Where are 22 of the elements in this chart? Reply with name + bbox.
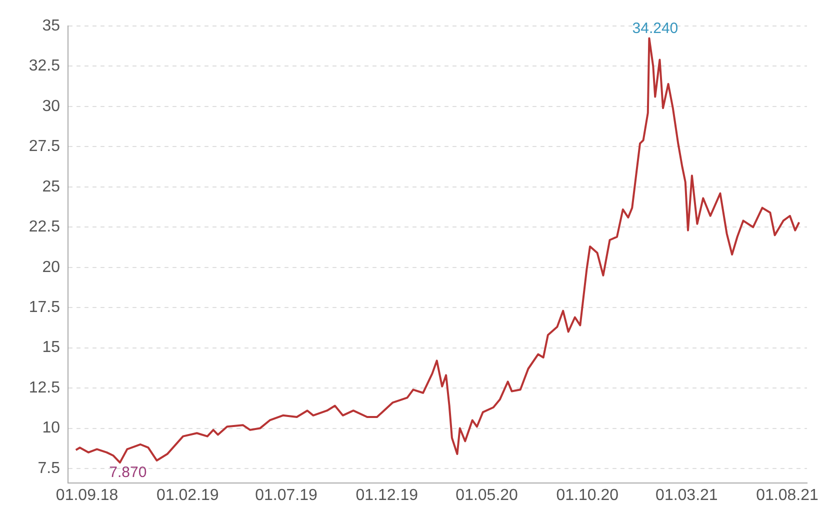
y-tick-label: 35 — [42, 17, 60, 34]
y-tick-label: 25 — [42, 178, 60, 196]
y-tick-label: 12.5 — [28, 379, 60, 396]
y-tick-label: 30 — [42, 98, 60, 115]
x-tick-label: 01.10.20 — [556, 487, 619, 504]
y-tick-label: 17.5 — [28, 299, 60, 316]
y-tick-label: 27.5 — [28, 138, 60, 156]
x-tick-label: 01.08.21 — [756, 487, 819, 504]
annotation: 7.870 — [109, 464, 147, 482]
x-tick-label: 01.12.19 — [356, 487, 418, 504]
y-tick-label: 10 — [42, 420, 60, 437]
y-tick-label: 7.5 — [38, 460, 60, 477]
x-tick-label: 01.05.20 — [456, 487, 518, 504]
y-tick-label: 20 — [42, 258, 60, 276]
x-tick-label: 01.03.21 — [656, 487, 718, 504]
y-tick-label: 15 — [42, 339, 60, 356]
x-tick-label: 01.09.18 — [56, 487, 118, 504]
x-tick-label: 01.07.19 — [255, 487, 318, 504]
annotation: 34.240 — [632, 20, 678, 37]
x-tick-label: 01.02.19 — [156, 487, 219, 504]
y-tick-label: 22.5 — [28, 218, 60, 236]
y-tick-label: 32.5 — [28, 58, 60, 75]
